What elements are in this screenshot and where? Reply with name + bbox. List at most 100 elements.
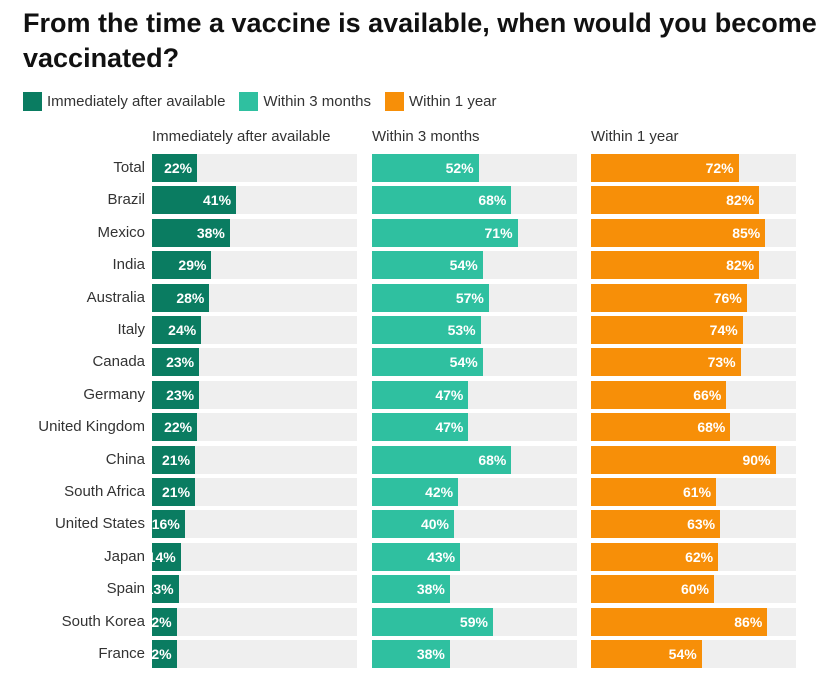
bar-track: 38% — [152, 218, 357, 247]
data-label: 42% — [425, 484, 454, 500]
legend: Immediately after available Within 3 mon… — [23, 91, 511, 111]
legend-item-1-year: Within 1 year — [384, 91, 497, 111]
chart-title: From the time a vaccine is available, wh… — [23, 8, 817, 73]
bar-within-3-months-france: 38% — [372, 640, 450, 668]
data-label: 59% — [459, 613, 488, 630]
legend-label-1-year: Within 1 year — [408, 92, 497, 110]
bar-track: 62% — [591, 542, 796, 571]
data-label: 57% — [455, 289, 484, 306]
bar-within-3-months-australia: 57% — [372, 283, 489, 312]
category-label-australia: Australia — [86, 288, 145, 306]
data-label: 66% — [693, 386, 722, 403]
bar-track: 68% — [372, 445, 577, 474]
category-label-japan: Japan — [104, 547, 145, 565]
bar-track: 23% — [152, 380, 357, 409]
data-label: 68% — [697, 419, 726, 436]
bar-track: 68% — [372, 186, 577, 215]
data-label: 52% — [445, 160, 474, 176]
bar-within-1-year-united-kingdom: 68% — [591, 413, 731, 442]
data-label: 82% — [726, 192, 755, 209]
bar-within-1-year-spain: 60% — [591, 575, 714, 604]
bar-within-1-year-japan: 62% — [591, 542, 719, 571]
data-label: 60% — [680, 581, 709, 598]
bar-track: 47% — [372, 380, 577, 409]
bar-track: 40% — [372, 510, 577, 539]
bar-track: 14% — [152, 542, 357, 571]
bar-track: 57% — [372, 283, 577, 312]
data-label: 13% — [152, 581, 174, 598]
data-label: 29% — [178, 257, 207, 274]
bar-track: 42% — [372, 478, 577, 506]
bar-immediately-after-available-brazil: 41% — [152, 186, 237, 215]
data-label: 22% — [164, 419, 193, 436]
bar-within-3-months-united-states: 40% — [372, 510, 454, 539]
bar-track: 85% — [591, 218, 796, 247]
bar-track: 47% — [372, 413, 577, 442]
bar-within-3-months-united-kingdom: 47% — [372, 413, 469, 442]
bar-track: 90% — [591, 445, 796, 474]
bar-within-1-year-south-korea: 86% — [591, 607, 768, 636]
data-label: 12% — [152, 613, 172, 630]
category-label-italy: Italy — [117, 321, 145, 338]
data-label: 38% — [416, 581, 445, 598]
bar-track: 12% — [152, 640, 357, 668]
bar-immediately-after-available-canada: 23% — [152, 348, 200, 377]
bar-immediately-after-available-mexico: 38% — [152, 218, 230, 247]
bar-within-1-year-south-africa: 61% — [591, 478, 717, 506]
legend-label-3-months: Within 3 months — [263, 92, 371, 110]
bar-track: 24% — [152, 316, 357, 344]
bar-within-3-months-south-africa: 42% — [372, 478, 459, 506]
bar-within-3-months-germany: 47% — [372, 380, 469, 409]
bar-immediately-after-available-japan: 14% — [152, 542, 181, 571]
bar-track: 61% — [591, 478, 796, 506]
bar-track: 74% — [591, 316, 796, 344]
bar-track: 71% — [372, 218, 577, 247]
category-label-united-kingdom: United Kingdom — [38, 418, 145, 436]
data-label: 68% — [478, 192, 507, 209]
category-label-united-states: United States — [54, 515, 145, 533]
data-label: 72% — [705, 160, 734, 176]
category-label-china: China — [105, 450, 145, 468]
bar-within-1-year-united-states: 63% — [591, 510, 721, 539]
data-label: 73% — [707, 354, 736, 371]
data-label: 41% — [203, 192, 232, 209]
data-label: 23% — [166, 354, 195, 371]
data-label: 85% — [732, 224, 761, 241]
data-label: 23% — [166, 386, 195, 403]
data-label: 86% — [734, 613, 763, 630]
bar-within-3-months-china: 68% — [372, 445, 512, 474]
bar-track: 21% — [152, 478, 357, 506]
bar-immediately-after-available-italy: 24% — [152, 316, 202, 344]
legend-item-3-months: Within 3 months — [239, 91, 371, 111]
bar-track: 38% — [372, 575, 577, 604]
bar-track: 21% — [152, 445, 357, 474]
data-label: 54% — [449, 354, 478, 371]
data-label: 47% — [435, 386, 464, 403]
bar-within-1-year-germany: 66% — [591, 380, 727, 409]
category-label-mexico: Mexico — [97, 223, 145, 241]
category-label-spain: Spain — [106, 580, 145, 598]
category-label-south-korea: South Korea — [61, 612, 145, 630]
category-label-canada: Canada — [92, 353, 145, 371]
bar-track: 43% — [372, 542, 577, 571]
bar-within-3-months-brazil: 68% — [372, 186, 512, 215]
bar-within-3-months-italy: 53% — [372, 316, 481, 344]
data-label: 24% — [168, 322, 197, 338]
bar-track: 72% — [591, 154, 796, 182]
data-label: 71% — [484, 224, 513, 241]
data-label: 61% — [683, 484, 712, 500]
bar-within-1-year-brazil: 82% — [591, 186, 760, 215]
bar-track: 29% — [152, 251, 357, 280]
category-label-total: Total — [113, 159, 145, 176]
bar-within-3-months-mexico: 71% — [372, 218, 518, 247]
bar-immediately-after-available-spain: 13% — [152, 575, 179, 604]
bar-immediately-after-available-south-korea: 12% — [152, 607, 177, 636]
bar-track: 54% — [591, 640, 796, 668]
bar-immediately-after-available-india: 29% — [152, 251, 212, 280]
bar-immediately-after-available-france: 12% — [152, 640, 177, 668]
category-label-brazil: Brazil — [107, 191, 145, 209]
data-label: 21% — [162, 484, 191, 500]
category-label-germany: Germany — [83, 385, 145, 403]
bar-immediately-after-available-united-kingdom: 22% — [152, 413, 198, 442]
data-label: 22% — [164, 160, 193, 176]
